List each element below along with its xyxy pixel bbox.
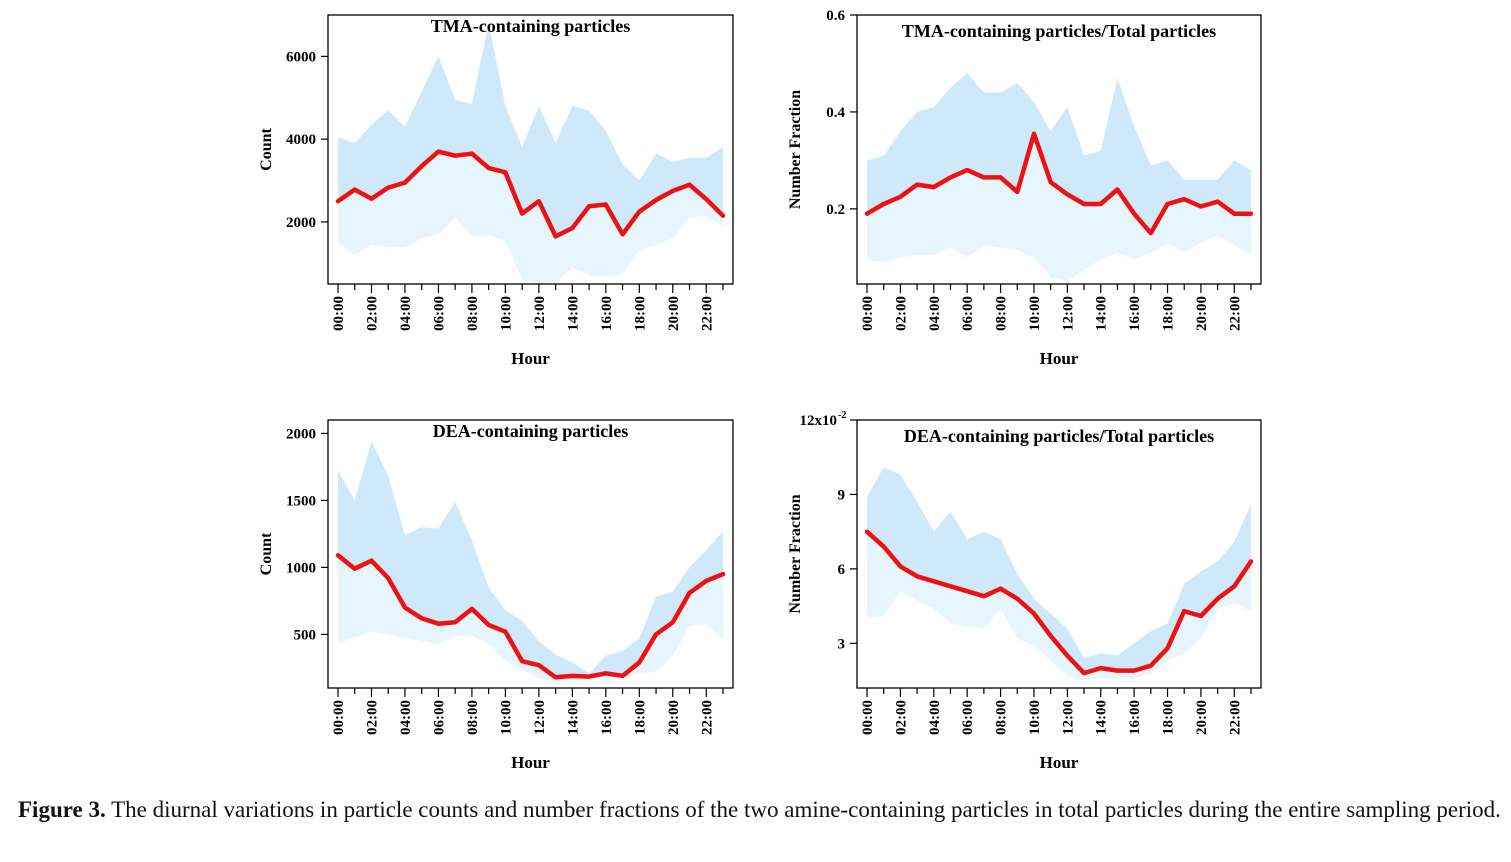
y-tick-label: 6: [838, 562, 846, 578]
x-tick-label: 14:00: [1094, 700, 1110, 735]
chart-panel-2: 0.2 0.4 0.6 00:00 02:00 04:00 06:00 08:00 10:00 1…: [787, 8, 1262, 368]
x-axis-label: Hour: [1040, 349, 1079, 368]
x-tick-label: 04:00: [398, 296, 414, 331]
x-tick-label: 04:00: [927, 296, 943, 331]
x-axis-label: Hour: [511, 753, 550, 772]
y-axis-label: Count: [258, 127, 275, 170]
x-tick-label: 06:00: [960, 700, 976, 735]
y-axis-label: Number Fraction: [787, 494, 804, 613]
x-axis-label: Hour: [511, 349, 550, 368]
mean-line: [864, 529, 1254, 676]
x-tick-label: 22:00: [1227, 296, 1243, 331]
chart-title: TMA-containing particles/Total particles: [902, 21, 1216, 41]
plot-frame: [856, 14, 1262, 285]
x-tick-label: 20:00: [1194, 296, 1210, 331]
band-lower: [867, 133, 1251, 282]
x-tick-label: 08:00: [465, 296, 481, 331]
plot-frame: [327, 419, 734, 689]
x-tick-label: 14:00: [565, 700, 581, 735]
figure-canvas: 2000 4000 6000 00:00 02:00 04:00 06:00 08:00 10:…: [258, 8, 1262, 772]
band-upper: [867, 73, 1251, 234]
chart-panel-1: 2000 4000 6000 00:00 02:00 04:00 06:00 08:00 10:…: [258, 14, 734, 368]
x-tick-label: 18:00: [1161, 296, 1177, 331]
x-tick-label: 10:00: [1027, 296, 1043, 331]
x-tick-label: 08:00: [994, 296, 1010, 331]
figure-caption: Figure 3. The diurnal variations in part…: [18, 793, 1503, 827]
x-tick-label: 02:00: [893, 700, 909, 735]
y-tick-label: 3: [838, 636, 846, 652]
x-tick-label: 08:00: [994, 700, 1010, 735]
y-tick-label: 2000: [286, 426, 316, 442]
mean-line: [864, 131, 1254, 236]
y-tick-label: 12x10: [800, 413, 838, 429]
x-tick-label: 18:00: [632, 700, 648, 735]
plot-frame: [856, 419, 1262, 689]
figure-label: Figure 3.: [18, 797, 106, 822]
y-tick-label: 0.4: [826, 105, 845, 121]
x-tick-label: 22:00: [1227, 700, 1243, 735]
y-tick-label: 1000: [286, 560, 316, 576]
x-tick-label: 02:00: [365, 700, 381, 735]
band-lower: [867, 531, 1251, 681]
x-tick-label: 20:00: [1194, 700, 1210, 735]
x-tick-label: 16:00: [1127, 700, 1143, 735]
x-axis-label: Hour: [1040, 753, 1079, 772]
figure-caption-text: The diurnal variations in particle count…: [111, 797, 1501, 822]
x-tick-label: 12:00: [1060, 700, 1076, 735]
x-tick-label: 10:00: [498, 700, 514, 735]
y-axis-label: Number Fraction: [787, 90, 804, 209]
mean-line: [335, 553, 726, 680]
x-tick-label: 06:00: [431, 296, 447, 331]
x-tick-label: 20:00: [666, 296, 682, 331]
y-tick-label: 2000: [286, 215, 316, 231]
x-tick-label: 20:00: [666, 700, 682, 735]
x-tick-label: 16:00: [599, 700, 615, 735]
x-tick-label: 12:00: [532, 296, 548, 331]
band-upper: [338, 23, 723, 237]
band-upper: [867, 467, 1251, 674]
x-tick-label: 12:00: [532, 700, 548, 735]
y-axis-label: Count: [258, 532, 275, 575]
y-tick-label: 9: [838, 487, 846, 503]
chart-panel-4: 3 6 9 12x10 -2 00:00 02:00 04:00 06:00 08:00 10:00…: [787, 410, 1262, 772]
x-tick-label: 22:00: [699, 700, 715, 735]
y-tick-label: 1500: [286, 493, 316, 509]
x-tick-label: 10:00: [1027, 700, 1043, 735]
x-tick-label: 06:00: [431, 700, 447, 735]
y-tick-label: 0.2: [826, 202, 845, 218]
x-tick-label: 12:00: [1060, 296, 1076, 331]
x-tick-label: 02:00: [365, 296, 381, 331]
x-tick-label: 00:00: [860, 700, 876, 735]
band-lower: [338, 151, 723, 283]
x-tick-label: 14:00: [1094, 296, 1110, 331]
x-tick-label: 16:00: [599, 296, 615, 331]
x-tick-label: 16:00: [1127, 296, 1143, 331]
chart-title: DEA-containing particles/Total particles: [904, 426, 1214, 446]
y-tick-label: 6000: [286, 49, 316, 65]
chart-title: DEA-containing particles: [433, 421, 629, 441]
x-tick-label: 08:00: [465, 700, 481, 735]
x-tick-label: 14:00: [565, 296, 581, 331]
x-tick-label: 00:00: [331, 296, 347, 331]
x-tick-label: 10:00: [498, 296, 514, 331]
x-tick-label: 02:00: [893, 296, 909, 331]
y-tick-exponent: -2: [838, 410, 846, 421]
x-tick-label: 18:00: [1161, 700, 1177, 735]
x-tick-label: 22:00: [699, 296, 715, 331]
chart-panel-3: 500 1000 1500 2000 00:00 02:00 04:00 06:00 08:00…: [258, 419, 734, 772]
chart-title: TMA-containing particles: [431, 16, 631, 36]
x-tick-label: 00:00: [331, 700, 347, 735]
y-tick-label: 4000: [286, 132, 316, 148]
x-tick-label: 18:00: [632, 296, 648, 331]
mean-line: [335, 149, 726, 239]
plot-frame: [327, 14, 734, 285]
x-tick-label: 04:00: [398, 700, 414, 735]
band-upper: [338, 441, 723, 678]
y-tick-label: 0.6: [826, 8, 845, 24]
y-tick-label: 500: [294, 627, 317, 643]
x-tick-label: 04:00: [927, 700, 943, 735]
x-tick-label: 00:00: [860, 296, 876, 331]
x-tick-label: 06:00: [960, 296, 976, 331]
